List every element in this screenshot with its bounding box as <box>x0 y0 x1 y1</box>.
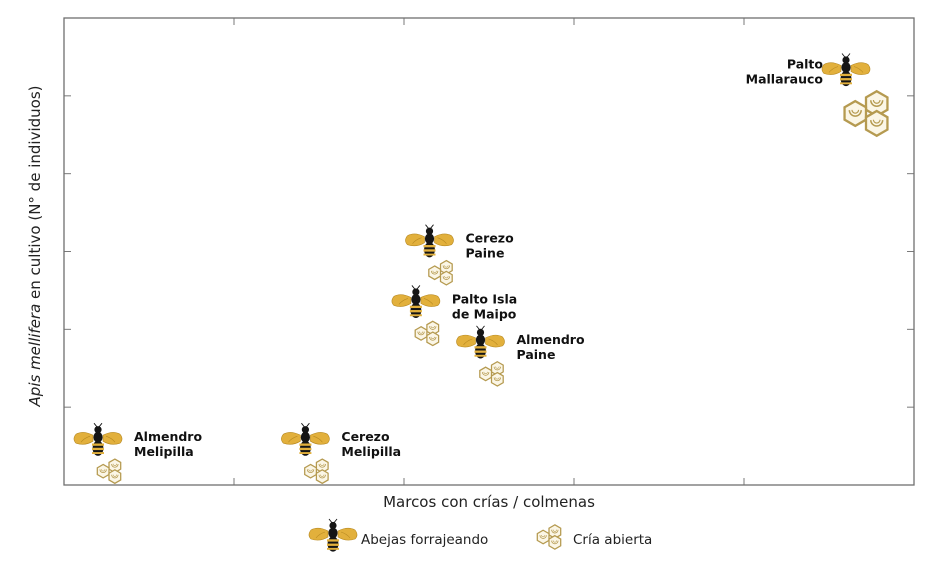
point-label-line-1: Cerezo <box>466 231 515 246</box>
legend-label-open-brood: Cría abierta <box>573 532 652 548</box>
bee-icon <box>456 325 505 359</box>
legend: Abejas forrajeando Cría abierta <box>308 518 652 553</box>
point-label-line-1: Almendro <box>517 332 585 347</box>
brood-comb-icon <box>305 459 328 483</box>
axis-ticks <box>64 18 914 485</box>
brood-comb-icon <box>429 261 452 285</box>
brood-comb-icon <box>537 525 560 549</box>
point-label-line-2: de Maipo <box>452 306 517 321</box>
bee-icon <box>391 284 441 319</box>
brood-comb-icon <box>97 459 120 483</box>
plot-frame <box>63 17 915 486</box>
brood-comb-icon <box>480 362 503 386</box>
point-label-line-1: Palto Isla <box>452 291 517 306</box>
y-axis-title-species: Apis mellifera <box>26 304 44 408</box>
bee-icon <box>73 422 123 457</box>
x-axis-title: Marcos con crías / colmenas <box>383 493 595 511</box>
point-label-line-1: Almendro <box>134 429 202 444</box>
point-label-line-1: Palto <box>787 56 824 71</box>
brood-comb-icon <box>845 91 888 136</box>
point-label-line-2: Paine <box>466 246 505 261</box>
point-label-line-1: Cerezo <box>341 429 390 444</box>
point-label-line-2: Paine <box>517 347 556 362</box>
bee-icon <box>405 224 454 258</box>
legend-label-foraging-bees: Abejas forrajeando <box>361 532 488 548</box>
point-label-line-2: Melipilla <box>341 444 401 459</box>
bee-icon <box>821 52 871 87</box>
point-label-line-2: Mallarauco <box>746 71 824 86</box>
y-axis-title: Apis mellifera en cultivo (N° de individ… <box>26 86 44 408</box>
bee-icon <box>280 422 330 457</box>
y-axis-title-rest: en cultivo (N° de individuos) <box>26 86 44 304</box>
data-points: AlmendroMelipillaCerezoMelipillaCerezoPa… <box>73 52 888 483</box>
bee-icon <box>308 518 358 553</box>
brood-comb-icon <box>415 321 438 345</box>
point-label-line-2: Melipilla <box>134 444 194 459</box>
